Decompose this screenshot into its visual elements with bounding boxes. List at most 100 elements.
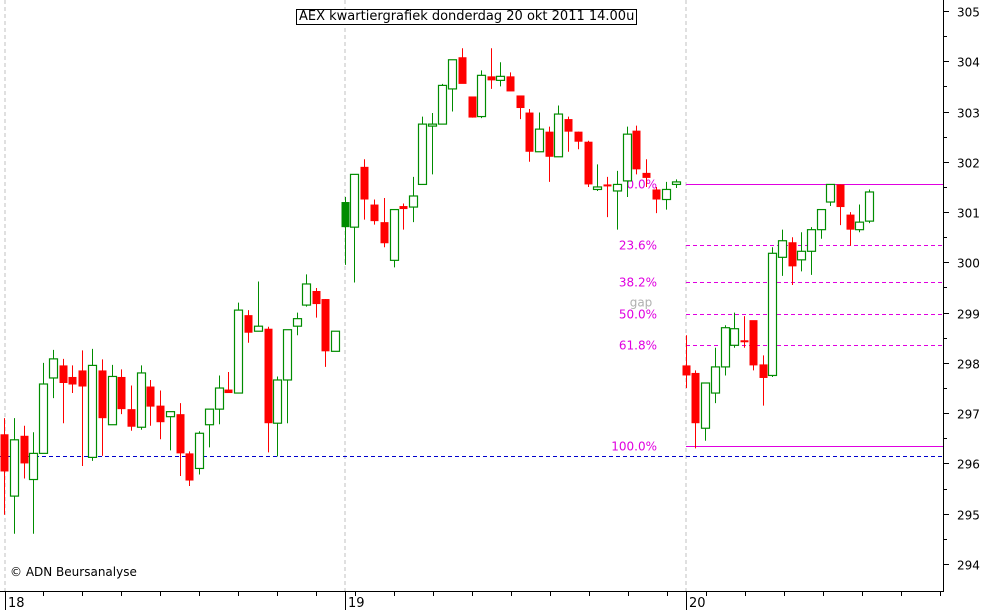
candle-body-bullish bbox=[553, 113, 564, 158]
candle-body-bearish bbox=[117, 376, 126, 410]
candle-body-bullish bbox=[233, 309, 244, 394]
candle-body-bearish bbox=[185, 453, 194, 481]
day-separator-lines bbox=[4, 0, 687, 591]
candle-body-bullish bbox=[389, 208, 400, 261]
candle-body-bearish bbox=[525, 112, 534, 152]
candle-body-bearish bbox=[458, 57, 467, 84]
fib-label-38.2%: 38.2% bbox=[619, 276, 657, 290]
candle-body-bearish bbox=[682, 365, 691, 376]
y-tick-label-299: 299 bbox=[957, 308, 980, 322]
candle-body-bearish bbox=[68, 376, 77, 385]
candle-body-bearish bbox=[632, 130, 641, 170]
candle-body-bullish bbox=[107, 375, 118, 426]
chart-title: AEX kwartiergrafiek donderdag 20 okt 201… bbox=[296, 9, 638, 25]
candle-body-bullish bbox=[825, 183, 836, 203]
fib-label-100.0%: 100.0% bbox=[611, 440, 657, 454]
fib-label-23.6%: 23.6% bbox=[619, 239, 657, 253]
candle-body-bearish bbox=[312, 291, 321, 305]
candle-body-bullish bbox=[204, 408, 215, 426]
fib-label-61.8%: 61.8% bbox=[619, 339, 657, 353]
candle-body-bullish bbox=[671, 181, 682, 186]
candle-body-bearish bbox=[244, 315, 253, 333]
candle-body-bearish bbox=[691, 372, 700, 424]
candle-body-bullish bbox=[447, 59, 458, 90]
candle-body-bearish bbox=[127, 409, 136, 427]
candle-body-bearish bbox=[321, 299, 330, 352]
candle-body-bearish bbox=[603, 184, 612, 187]
candle-body-bullish bbox=[612, 183, 623, 192]
fib-label-50.0%: 50.0% bbox=[619, 308, 657, 322]
candle-body-bearish bbox=[836, 184, 845, 208]
candle-body-bearish bbox=[487, 76, 496, 81]
candle-body-bullish bbox=[592, 186, 603, 191]
copyright-label: © ADN Beursanalyse bbox=[10, 565, 137, 579]
candle-body-bullish bbox=[282, 329, 293, 381]
x-day-label-19: 19 bbox=[348, 596, 365, 610]
candle-body-bearish bbox=[399, 206, 408, 210]
candle-body-bullish bbox=[165, 411, 176, 418]
y-tick-label-305: 305 bbox=[957, 6, 980, 20]
candle-body-bullish bbox=[854, 221, 865, 231]
candle-body-bullish bbox=[864, 191, 875, 222]
candle-body-bearish bbox=[360, 166, 369, 200]
candle-body-bullish bbox=[534, 128, 545, 153]
candle-body-bullish bbox=[767, 252, 778, 377]
candle-body-bullish bbox=[272, 379, 283, 424]
candle-body-bearish bbox=[176, 414, 185, 454]
candle-body-bearish bbox=[380, 222, 389, 244]
candle-body-bullish bbox=[495, 75, 506, 81]
y-tick-label-296: 296 bbox=[957, 458, 980, 472]
candles bbox=[0, 48, 875, 534]
candle-body-bearish bbox=[749, 320, 758, 366]
candle-body-bearish bbox=[370, 204, 379, 222]
y-tick-label-294: 294 bbox=[957, 559, 980, 573]
candle-body-bearish bbox=[20, 435, 29, 464]
y-tick-label-300: 300 bbox=[957, 257, 980, 271]
candle-body-bearish bbox=[759, 364, 768, 378]
candle-body-bearish bbox=[468, 96, 477, 118]
candle-body-bullish bbox=[349, 173, 360, 228]
candle-body-bearish bbox=[574, 131, 583, 142]
candle-body-bearish bbox=[78, 370, 87, 387]
candle-body-bullish bbox=[330, 330, 341, 352]
y-tick-label-302: 302 bbox=[957, 157, 980, 171]
candle-body-bullish bbox=[417, 123, 428, 186]
candle-body-bullish bbox=[136, 372, 147, 428]
y-tick-label-304: 304 bbox=[957, 56, 980, 70]
candle-body-bullish bbox=[796, 250, 807, 261]
y-tick-label-295: 295 bbox=[957, 509, 980, 523]
y-tick-label-297: 297 bbox=[957, 408, 980, 422]
candle-body-bearish bbox=[788, 242, 797, 267]
candle-body-bullish bbox=[48, 358, 59, 379]
candle-body-bearish bbox=[740, 340, 749, 343]
candle-body-bullish bbox=[28, 452, 39, 481]
candle-body-bullish bbox=[437, 84, 448, 125]
y-tick-label-303: 303 bbox=[957, 107, 980, 121]
candle-body-bullish bbox=[476, 74, 487, 118]
candle-body-bullish bbox=[806, 229, 817, 252]
candle-body-bearish bbox=[846, 214, 855, 230]
candle-body-bullish bbox=[720, 327, 731, 368]
y-tick-label-298: 298 bbox=[957, 358, 980, 372]
candle-body-bullish bbox=[9, 439, 20, 497]
candle-body-bullish bbox=[87, 364, 98, 458]
candle-body-bullish bbox=[710, 366, 721, 394]
chart-title-text: AEX kwartiergrafiek donderdag 20 okt 201… bbox=[299, 9, 635, 24]
candle-body-bearish bbox=[545, 131, 554, 157]
candle-body-bearish bbox=[564, 119, 573, 132]
candle-body-bearish bbox=[642, 172, 651, 178]
candle-body-bullish bbox=[700, 382, 711, 429]
candle-body-bearish bbox=[146, 386, 155, 407]
candle-body-bullish bbox=[301, 283, 312, 306]
x-day-label-18: 18 bbox=[8, 596, 25, 610]
candle-body-bearish bbox=[224, 389, 233, 394]
gap-annotation: gap bbox=[630, 296, 653, 310]
candle-body-bullish bbox=[214, 387, 225, 410]
y-tick-label-301: 301 bbox=[957, 207, 980, 221]
candle-body-bearish bbox=[156, 405, 165, 423]
candle-body-bearish bbox=[584, 141, 593, 185]
candle-body-bearish bbox=[98, 370, 107, 419]
x-day-label-20: 20 bbox=[689, 596, 706, 610]
